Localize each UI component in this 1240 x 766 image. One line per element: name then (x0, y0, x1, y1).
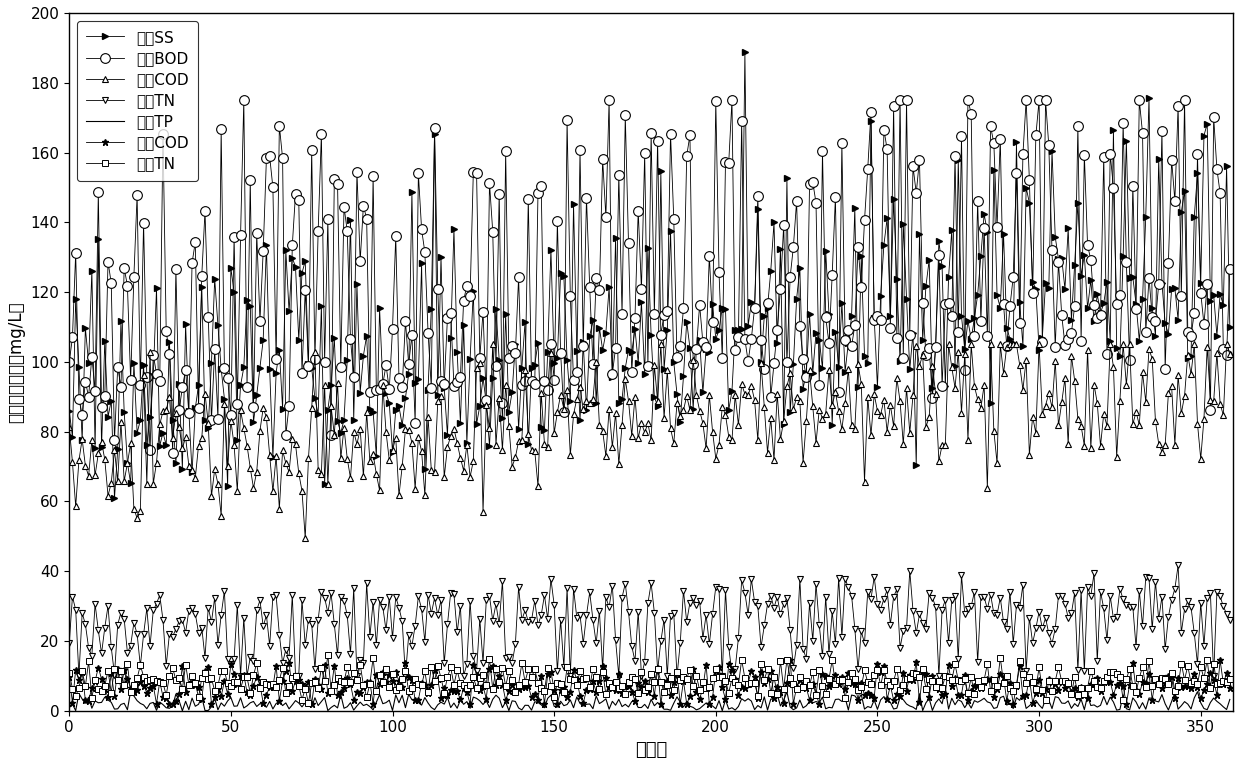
进水COD (1223, 349, 1238, 358)
出水TN (453, 679, 467, 688)
出水COD (149, 699, 164, 709)
进水BOD (472, 353, 487, 362)
进水COD (62, 422, 77, 431)
出水TN (62, 669, 77, 678)
进水TP (937, 684, 952, 693)
出水COD (469, 670, 484, 679)
进水TN (207, 593, 222, 602)
出水TN (1164, 668, 1179, 677)
进水BOD (207, 345, 222, 354)
进水SS (450, 347, 465, 356)
进水TN (1223, 616, 1238, 625)
出水TN (575, 675, 590, 684)
进水COD (485, 340, 500, 349)
出水COD (1164, 673, 1179, 682)
出水TN (472, 673, 487, 683)
出水TN (320, 650, 335, 660)
出水TN (301, 699, 316, 708)
进水COD (1164, 381, 1179, 391)
进水TP (62, 703, 77, 712)
Y-axis label: 变量値（单位：mg/L）: 变量値（单位：mg/L） (7, 301, 25, 423)
Line: 进水BOD: 进水BOD (64, 95, 1235, 458)
进水BOD (414, 225, 429, 234)
Line: 进水TN: 进水TN (66, 562, 1234, 679)
进水COD (575, 404, 590, 414)
进水COD (205, 491, 219, 500)
进水TP (1164, 697, 1179, 706)
Legend: 进水SS, 进水BOD, 进水COD, 进水TN, 进水TP, 出水COD, 出水TN: 进水SS, 进水BOD, 进水COD, 进水TN, 进水TP, 出水COD, 出… (77, 21, 198, 181)
Line: 出水TN: 出水TN (67, 652, 1233, 705)
进水SS (62, 406, 77, 415)
出水COD (1223, 683, 1238, 692)
出水TN (414, 681, 429, 690)
进水TN (450, 628, 465, 637)
进水TN (1161, 612, 1176, 621)
进水TN (72, 671, 87, 680)
进水COD (450, 438, 465, 447)
进水TN (469, 666, 484, 676)
Line: 进水TP: 进水TP (69, 689, 1230, 711)
进水TP (175, 706, 190, 715)
Line: 出水COD: 出水COD (66, 656, 1234, 707)
进水SS (573, 415, 588, 424)
进水TP (410, 698, 425, 707)
出水COD (450, 687, 465, 696)
进水BOD (237, 96, 252, 105)
进水TP (573, 699, 588, 708)
进水BOD (62, 358, 77, 367)
出水COD (782, 656, 797, 665)
出水COD (207, 692, 222, 702)
出水COD (410, 696, 425, 705)
进水TP (450, 704, 465, 713)
进水SS (1164, 284, 1179, 293)
进水SS (738, 47, 753, 57)
进水BOD (1164, 155, 1179, 165)
出水COD (573, 692, 588, 701)
进水BOD (575, 342, 590, 351)
Line: 进水COD: 进水COD (66, 341, 1234, 542)
进水BOD (165, 449, 180, 458)
进水TN (62, 639, 77, 648)
进水TP (1223, 695, 1238, 704)
进水SS (207, 274, 222, 283)
进水TN (410, 592, 425, 601)
进水BOD (1223, 264, 1238, 273)
进水TP (207, 694, 222, 703)
进水COD (410, 433, 425, 442)
进水TP (469, 694, 484, 703)
进水TN (1171, 561, 1185, 570)
进水SS (469, 420, 484, 429)
X-axis label: 样本点: 样本点 (635, 741, 667, 759)
进水SS (107, 494, 122, 503)
出水COD (62, 673, 77, 682)
进水BOD (453, 372, 467, 381)
进水TN (573, 611, 588, 620)
出水TN (205, 674, 219, 683)
进水COD (469, 363, 484, 372)
进水SS (1223, 322, 1238, 332)
进水SS (410, 375, 425, 384)
出水TN (1223, 675, 1238, 684)
Line: 进水SS: 进水SS (66, 48, 1234, 502)
进水COD (298, 533, 312, 542)
